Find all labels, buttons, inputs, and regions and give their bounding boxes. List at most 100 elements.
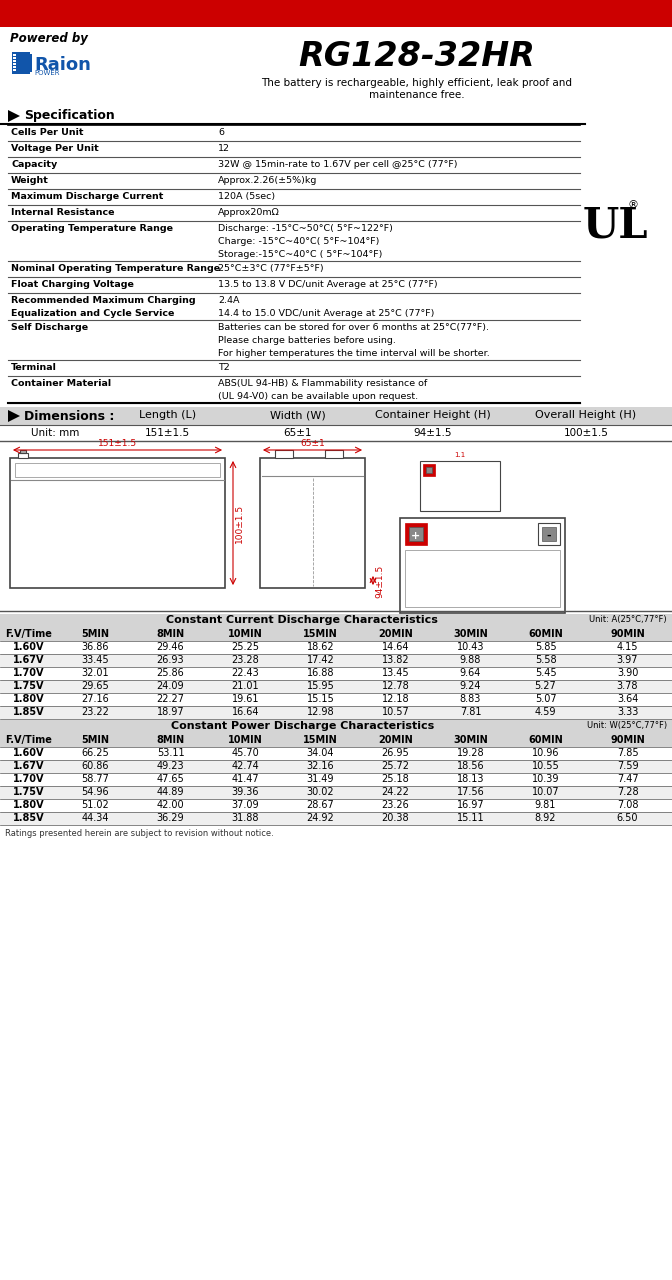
Text: 54.96: 54.96 (82, 787, 110, 797)
Bar (275, 451, 293, 458)
Text: Specification: Specification (24, 109, 115, 122)
Bar (0, 786, 672, 799)
Text: Self Discharge: Self Discharge (11, 323, 88, 332)
Text: 30MIN: 30MIN (453, 735, 488, 745)
Text: Constant Current Discharge Characteristics: Constant Current Discharge Characteristi… (167, 614, 438, 625)
Bar (0, 748, 672, 760)
Text: 44.89: 44.89 (157, 787, 184, 797)
Text: Powered by: Powered by (10, 32, 88, 45)
Text: 31.88: 31.88 (232, 813, 259, 823)
Bar (0, 407, 672, 425)
Text: Unit: A(25°C,77°F): Unit: A(25°C,77°F) (589, 614, 667, 623)
Bar (13, 60, 16, 61)
Bar (15, 463, 220, 477)
Text: 1.70V: 1.70V (13, 668, 45, 678)
Text: Approx20mΩ: Approx20mΩ (218, 207, 280, 218)
Text: 10MIN: 10MIN (228, 735, 263, 745)
Text: 151±1.5: 151±1.5 (145, 428, 190, 438)
Bar (0, 692, 672, 707)
Text: 23.22: 23.22 (81, 707, 110, 717)
Text: 53.11: 53.11 (157, 748, 184, 758)
Text: 44.34: 44.34 (82, 813, 110, 823)
Text: Please charge batteries before using.: Please charge batteries before using. (218, 335, 396, 346)
Bar (13, 67, 16, 68)
Bar (542, 527, 556, 541)
Bar (0, 654, 672, 667)
Bar (0, 733, 672, 748)
Bar (13, 63, 16, 64)
Text: 1.70V: 1.70V (13, 774, 45, 783)
Text: +: + (411, 531, 421, 541)
Text: 31.49: 31.49 (306, 774, 334, 783)
Text: Recommended Maximum Charging: Recommended Maximum Charging (11, 296, 196, 305)
Text: 2.4A: 2.4A (218, 296, 239, 305)
Text: 18.13: 18.13 (457, 774, 485, 783)
Text: ®: ® (628, 200, 638, 210)
Text: Terminal: Terminal (11, 364, 57, 372)
Text: 7.85: 7.85 (617, 748, 638, 758)
Text: 8MIN: 8MIN (157, 735, 185, 745)
Text: 3.33: 3.33 (617, 707, 638, 717)
Text: 26.93: 26.93 (157, 655, 184, 666)
Text: 16.64: 16.64 (232, 707, 259, 717)
Text: 30.02: 30.02 (306, 787, 334, 797)
Text: For higher temperatures the time interval will be shorter.: For higher temperatures the time interva… (218, 349, 490, 358)
Text: 17.56: 17.56 (457, 787, 485, 797)
Text: Float Charging Voltage: Float Charging Voltage (11, 280, 134, 289)
Text: 1.67V: 1.67V (13, 762, 45, 771)
Text: 12.98: 12.98 (306, 707, 334, 717)
Text: Dimensions :: Dimensions : (24, 410, 114, 422)
Text: ABS(UL 94-HB) & Flammability resistance of: ABS(UL 94-HB) & Flammability resistance … (218, 379, 427, 388)
Text: 22.27: 22.27 (157, 694, 185, 704)
Text: Container Material: Container Material (11, 379, 111, 388)
Bar (260, 458, 365, 588)
Text: 12: 12 (218, 143, 230, 154)
Text: 19.28: 19.28 (457, 748, 485, 758)
Text: 10.39: 10.39 (532, 774, 559, 783)
Text: 42.74: 42.74 (232, 762, 259, 771)
Text: 10.57: 10.57 (382, 707, 409, 717)
Text: 25°C±3°C (77°F±5°F): 25°C±3°C (77°F±5°F) (218, 264, 324, 273)
Text: Nominal Operating Temperature Range: Nominal Operating Temperature Range (11, 264, 220, 273)
Text: 4.15: 4.15 (617, 643, 638, 652)
Bar (0, 614, 672, 628)
Text: 18.97: 18.97 (157, 707, 184, 717)
Text: UL: UL (582, 204, 648, 246)
Text: 49.23: 49.23 (157, 762, 184, 771)
Text: 13.5 to 13.8 V DC/unit Average at 25°C (77°F): 13.5 to 13.8 V DC/unit Average at 25°C (… (218, 280, 437, 289)
Text: 12.78: 12.78 (382, 681, 409, 691)
Bar (10, 458, 225, 588)
Text: Capacity: Capacity (11, 160, 57, 169)
Text: 66.25: 66.25 (81, 748, 110, 758)
Text: F.V/Time: F.V/Time (5, 628, 52, 639)
Text: 1.60V: 1.60V (13, 748, 45, 758)
Text: 10.43: 10.43 (457, 643, 485, 652)
Bar (12, 52, 30, 74)
Text: 23.28: 23.28 (232, 655, 259, 666)
Bar (0, 719, 672, 733)
Text: 24.09: 24.09 (157, 681, 184, 691)
Text: 151±1.5: 151±1.5 (98, 439, 137, 448)
Text: 7.47: 7.47 (617, 774, 638, 783)
Text: 22.43: 22.43 (232, 668, 259, 678)
Text: 51.02: 51.02 (81, 800, 110, 810)
Text: 39.36: 39.36 (232, 787, 259, 797)
Text: 25.18: 25.18 (382, 774, 409, 783)
Text: 8.83: 8.83 (460, 694, 481, 704)
Bar (0, 773, 672, 786)
Bar (400, 518, 565, 613)
Text: Constant Power Discharge Characteristics: Constant Power Discharge Characteristics (171, 721, 434, 731)
Text: Raion: Raion (34, 56, 91, 74)
Text: Unit: mm: Unit: mm (31, 428, 79, 438)
Text: 1.75V: 1.75V (13, 787, 45, 797)
Text: 7.59: 7.59 (617, 762, 638, 771)
Text: 4.59: 4.59 (535, 707, 556, 717)
Text: 5.85: 5.85 (535, 643, 556, 652)
Text: 1.80V: 1.80V (13, 800, 45, 810)
Text: 3.78: 3.78 (617, 681, 638, 691)
Polygon shape (8, 110, 20, 122)
Text: 1.80V: 1.80V (13, 694, 45, 704)
Text: 16.88: 16.88 (306, 668, 334, 678)
Text: 1.60V: 1.60V (13, 643, 45, 652)
Text: POWER: POWER (34, 70, 60, 76)
